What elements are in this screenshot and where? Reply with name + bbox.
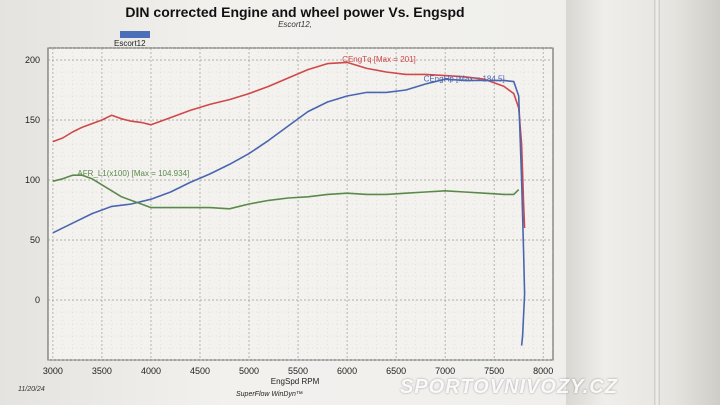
torque-line: [52, 61, 526, 229]
print-date: 11/20/24: [18, 386, 45, 393]
x-tick-label: 6000: [337, 366, 357, 376]
power-line: [52, 78, 526, 346]
chart-title: DIN corrected Engine and wheel power Vs.…: [125, 4, 465, 20]
tick-labels: 3000 3500 4000 4500 5000 5500 6000 6500 7000 7500…: [25, 55, 553, 376]
x-tick-label: 4000: [141, 366, 161, 376]
series-layer: [52, 61, 526, 346]
afr-annotation: AFR_L1(x100) [Max = 104.934]: [77, 169, 189, 178]
software-credit: SuperFlow WinDyn™: [236, 391, 303, 398]
paper-fold: [654, 0, 660, 405]
legend-swatch: [120, 31, 150, 38]
grid-lines: [48, 47, 553, 361]
x-tick-label: 6500: [386, 366, 406, 376]
torque-annotation: CEngTq [Max = 201]: [342, 55, 416, 64]
paper-stack: [566, 0, 720, 405]
x-tick-label: 7500: [484, 366, 504, 376]
power-annotation: CEngHp [Max = 184.5]: [424, 75, 505, 84]
x-tick-label: 5500: [288, 366, 308, 376]
watermark-text: SPORTOVNIVOZY.CZ: [400, 376, 618, 398]
y-tick-label: 100: [25, 175, 40, 185]
x-tick-label: 3500: [92, 366, 112, 376]
y-tick-label: 0: [35, 295, 40, 305]
x-tick-label: 4500: [190, 366, 210, 376]
x-tick-label: 5000: [239, 366, 259, 376]
legend-label: Escort12: [114, 39, 146, 48]
annotations: CEngTq [Max = 201] CEngHp [Max = 184.5] AF…: [77, 55, 504, 178]
y-tick-label: 200: [25, 55, 40, 65]
x-tick-label: 8000: [533, 366, 553, 376]
afr-line: [52, 174, 520, 210]
y-tick-label: 150: [25, 115, 40, 125]
chart-subtitle: Escort12,: [278, 20, 312, 29]
chart-svg: 3000 3500 4000 4500 5000 5500 6000 6500 7000 7500…: [25, 47, 554, 386]
x-tick-label: 3000: [43, 366, 63, 376]
x-axis-label: EngSpd RPM: [271, 377, 320, 386]
x-tick-label: 7000: [435, 366, 455, 376]
y-tick-label: 50: [30, 235, 40, 245]
